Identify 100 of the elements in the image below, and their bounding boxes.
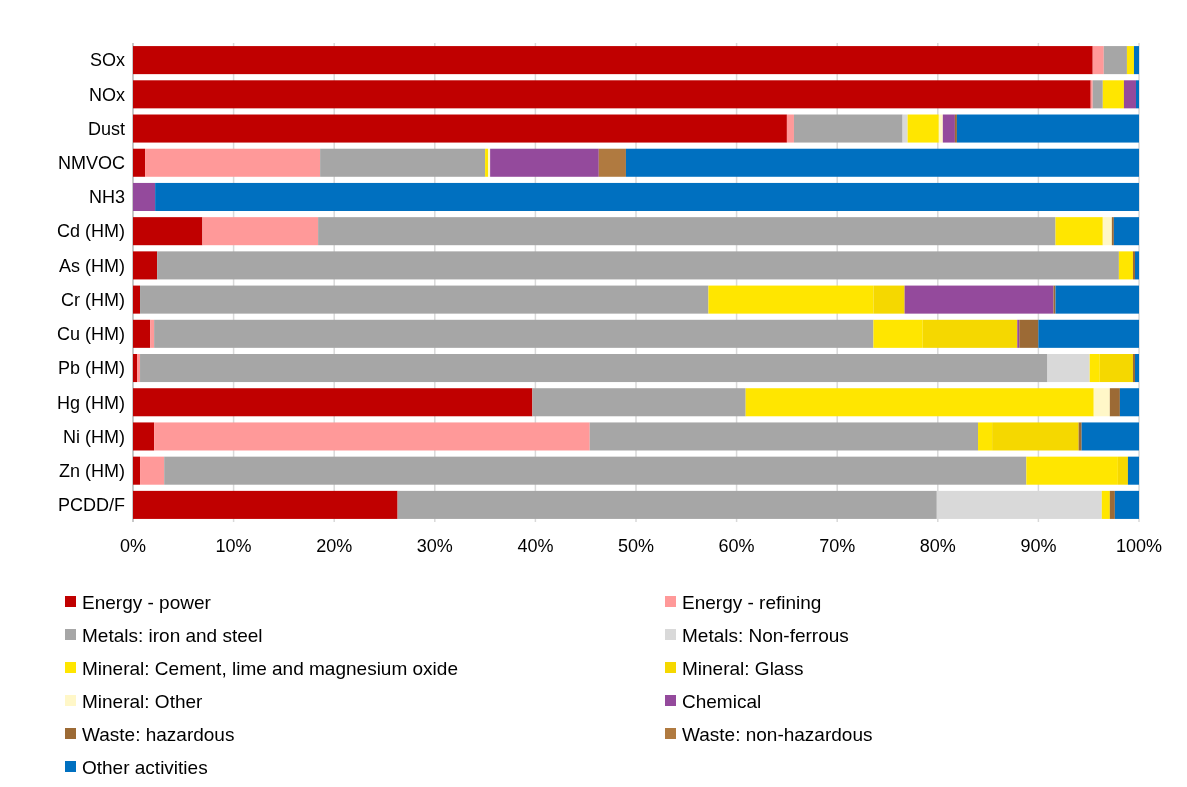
x-tick-label: 0% — [119, 536, 147, 556]
bar — [133, 456, 141, 485]
y-tick-label: SOx — [89, 50, 125, 71]
bar — [1113, 217, 1139, 246]
bar — [904, 285, 1054, 314]
bar — [708, 285, 874, 314]
bar — [133, 148, 146, 177]
x-tick-label: 70% — [819, 536, 856, 556]
bar — [397, 490, 937, 519]
bar — [154, 422, 590, 451]
bar — [490, 148, 599, 177]
y-tick-label: Dust — [87, 118, 125, 139]
y-tick-label: As (HM) — [59, 255, 125, 276]
legend-label: Energy - power — [82, 591, 212, 613]
bar — [155, 182, 1139, 211]
bar — [154, 319, 874, 348]
legend-label: Other activities — [82, 756, 208, 778]
x-tick-label: 40% — [517, 536, 554, 556]
bar — [133, 182, 156, 211]
y-tick-label: NMVOC — [58, 153, 125, 174]
bar — [1118, 251, 1133, 280]
bar — [902, 114, 908, 143]
legend-label: Mineral: Glass — [682, 657, 804, 679]
legend-label: Waste: non-hazardous — [682, 723, 873, 745]
bar — [532, 388, 746, 417]
y-tick-label: NOx — [89, 84, 125, 105]
bar — [954, 114, 957, 143]
bar — [1114, 490, 1139, 519]
bar — [1038, 319, 1139, 348]
legend-label: Mineral: Cement, lime and magnesium oxide — [82, 657, 458, 679]
bar — [140, 456, 165, 485]
bar — [1134, 354, 1139, 383]
bar — [1055, 217, 1103, 246]
bar — [1053, 285, 1056, 314]
bar — [164, 456, 1027, 485]
bar — [318, 217, 1056, 246]
bar — [1093, 388, 1110, 417]
bar — [1089, 354, 1100, 383]
legend-label: Metals: Non-ferrous — [682, 624, 849, 646]
bar — [1132, 354, 1135, 383]
bar — [625, 148, 1139, 177]
bar — [1101, 490, 1110, 519]
bar — [992, 422, 1079, 451]
x-tick-label: 80% — [919, 536, 956, 556]
y-tick-label: Hg (HM) — [57, 392, 125, 413]
bar — [133, 285, 141, 314]
legend-label: Energy - refining — [682, 591, 822, 613]
bar — [1090, 80, 1093, 109]
bar — [133, 422, 155, 451]
bar — [793, 114, 903, 143]
bar — [150, 319, 155, 348]
bar — [137, 354, 141, 383]
bar — [786, 114, 794, 143]
bar — [1111, 217, 1114, 246]
bar — [1134, 251, 1139, 280]
bar — [133, 46, 1093, 75]
bar — [1055, 285, 1139, 314]
bar — [133, 319, 151, 348]
bar — [1102, 80, 1124, 109]
bar — [1109, 490, 1115, 519]
x-tick-label: 30% — [416, 536, 453, 556]
bar — [956, 114, 1139, 143]
bar — [1117, 456, 1128, 485]
x-tick-label: 90% — [1020, 536, 1057, 556]
bar — [1099, 354, 1133, 383]
bar — [1126, 46, 1134, 75]
bar — [1026, 456, 1118, 485]
bar — [873, 285, 905, 314]
bar — [1135, 80, 1139, 109]
bar — [907, 114, 939, 143]
bar — [133, 114, 787, 143]
y-tick-label: Cd (HM) — [57, 221, 125, 242]
bar — [1078, 422, 1082, 451]
bar — [598, 148, 626, 177]
bar — [589, 422, 979, 451]
bar — [978, 422, 993, 451]
x-tick-label: 50% — [617, 536, 655, 556]
x-tick-label: 10% — [215, 536, 252, 556]
bar — [140, 285, 709, 314]
bar — [942, 114, 955, 143]
legend-label: Waste: hazardous — [82, 723, 235, 745]
bar — [1132, 251, 1135, 280]
bar — [745, 388, 1094, 417]
bar — [145, 148, 321, 177]
bar — [1127, 456, 1139, 485]
bar — [1081, 422, 1139, 451]
bar — [1092, 80, 1103, 109]
bar — [1019, 319, 1039, 348]
bar — [1133, 46, 1139, 75]
y-tick-label: NH3 — [88, 187, 125, 208]
bar — [133, 388, 533, 417]
bar — [1092, 46, 1104, 75]
legend-label: Mineral: Other — [82, 690, 204, 712]
y-tick-label: Cu (HM) — [57, 324, 125, 345]
bar — [1102, 217, 1112, 246]
bar — [133, 80, 1091, 109]
bar — [1119, 388, 1139, 417]
legend-label: Metals: iron and steel — [82, 624, 263, 646]
bar — [202, 217, 319, 246]
bar — [938, 114, 943, 143]
